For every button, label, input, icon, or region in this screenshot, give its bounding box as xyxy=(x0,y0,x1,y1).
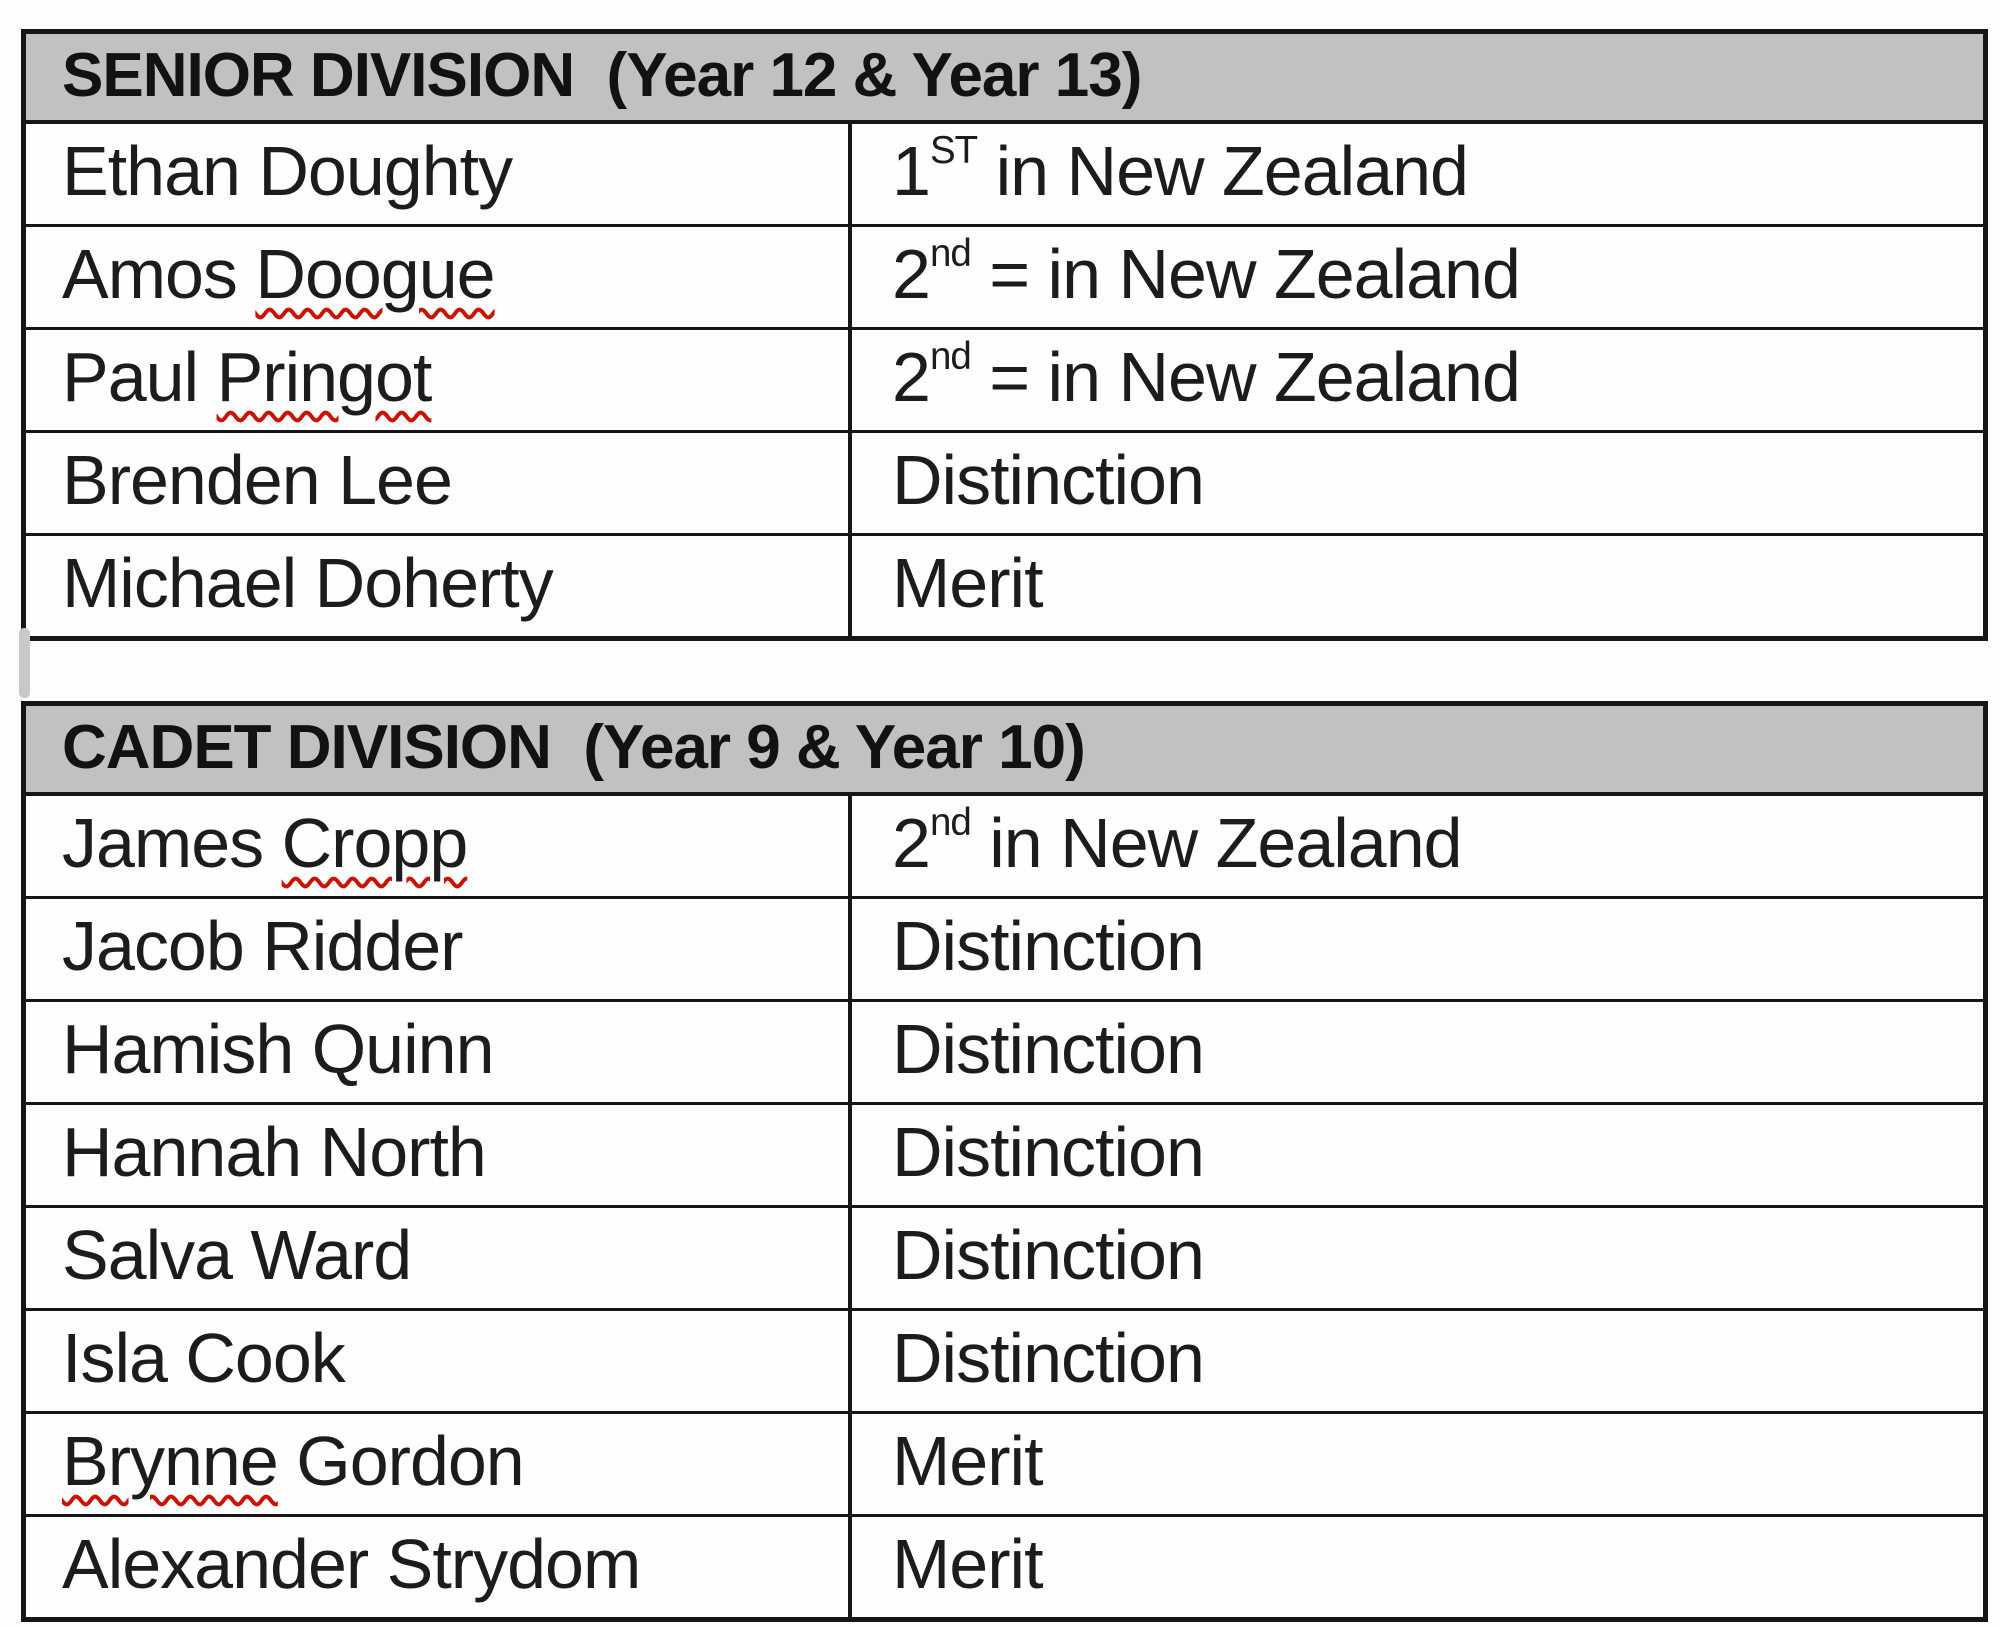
text-segment: Distinction xyxy=(892,1216,1205,1294)
student-name-cell: Brynne Gordon xyxy=(26,1414,852,1514)
text-segment: 2 xyxy=(892,804,931,882)
cadet-division-table: CADET DIVISION (Year 9 & Year 10) James … xyxy=(21,701,1988,1622)
student-name-cell: James Cropp xyxy=(26,796,852,896)
student-name-cell: Salva Ward xyxy=(26,1208,852,1308)
text-segment: 2 xyxy=(892,235,931,313)
result-cell: Merit xyxy=(852,1414,1983,1514)
result-cell: Distinction xyxy=(852,1311,1983,1411)
student-name-cell: Hamish Quinn xyxy=(26,1002,852,1102)
student-name-cell: Ethan Doughty xyxy=(26,124,852,224)
misspelled-word: Cropp xyxy=(281,804,469,882)
student-name-cell: Hannah North xyxy=(26,1105,852,1205)
text-segment: Distinction xyxy=(892,441,1205,519)
student-name-cell: Paul Pringot xyxy=(26,330,852,430)
table-row: Salva Ward Distinction xyxy=(26,1208,1983,1311)
table-row: Isla Cook Distinction xyxy=(26,1311,1983,1414)
table-row: Brynne Gordon Merit xyxy=(26,1414,1983,1517)
misspelled-word: Pringot xyxy=(216,338,433,416)
table-row: Michael Doherty Merit xyxy=(26,536,1983,636)
result-cell: Merit xyxy=(852,1517,1983,1617)
text-segment: Merit xyxy=(892,1525,1044,1603)
text-segment: James xyxy=(62,804,282,882)
text-segment: Jacob Ridder xyxy=(62,907,463,985)
text-segment: Distinction xyxy=(892,907,1205,985)
senior-division-title: SENIOR DIVISION (Year 12 & Year 13) xyxy=(26,34,1983,124)
student-name-cell: Brenden Lee xyxy=(26,433,852,533)
text-segment: = in New Zealand xyxy=(970,338,1521,416)
text-segment: Merit xyxy=(892,1422,1044,1500)
text-segment: Distinction xyxy=(892,1010,1205,1088)
result-cell: 1 ST in New Zealand xyxy=(852,124,1983,224)
text-segment: Distinction xyxy=(892,1319,1205,1397)
misspelled-word: Brynne xyxy=(62,1422,279,1500)
cadet-division-title: CADET DIVISION (Year 9 & Year 10) xyxy=(26,706,1983,796)
text-segment: Hamish Quinn xyxy=(62,1010,495,1088)
text-segment: 2 xyxy=(892,338,931,416)
result-cell: Distinction xyxy=(852,899,1983,999)
student-name-cell: Alexander Strydom xyxy=(26,1517,852,1617)
table-row: Hannah North Distinction xyxy=(26,1105,1983,1208)
text-segment: Brenden Lee xyxy=(62,441,453,519)
table-body: Ethan Doughty 1 ST in New Zealand Amos Doog… xyxy=(26,124,1983,636)
table-row: Ethan Doughty 1 ST in New Zealand xyxy=(26,124,1983,227)
ordinal-suffix: ST xyxy=(929,128,978,172)
text-segment: Ethan Doughty xyxy=(62,132,513,210)
table-row: Jacob Ridder Distinction xyxy=(26,899,1983,1002)
text-segment: Gordon xyxy=(277,1422,524,1500)
text-segment: Hannah North xyxy=(62,1113,487,1191)
senior-division-table: SENIOR DIVISION (Year 12 & Year 13) Etha… xyxy=(21,29,1988,641)
student-name-cell: Amos Doogue xyxy=(26,227,852,327)
result-cell: Distinction xyxy=(852,1208,1983,1308)
ordinal-suffix: nd xyxy=(929,231,972,275)
text-segment: Distinction xyxy=(892,1113,1205,1191)
text-segment: Merit xyxy=(892,544,1044,622)
student-name-cell: Jacob Ridder xyxy=(26,899,852,999)
misspelled-word: Doogue xyxy=(255,235,495,313)
text-segment: Amos xyxy=(62,235,256,313)
result-cell: Distinction xyxy=(852,433,1983,533)
page-margin-artifact xyxy=(19,628,30,698)
table-row: Hamish Quinn Distinction xyxy=(26,1002,1983,1105)
ordinal-suffix: nd xyxy=(929,334,972,378)
result-cell: Merit xyxy=(852,536,1983,636)
table-row: Brenden Lee Distinction xyxy=(26,433,1983,536)
text-segment: = in New Zealand xyxy=(970,235,1521,313)
text-segment: Isla Cook xyxy=(62,1319,346,1397)
ordinal-suffix: nd xyxy=(929,800,972,844)
text-segment: 1 xyxy=(892,132,931,210)
result-cell: Distinction xyxy=(852,1002,1983,1102)
text-segment: Paul xyxy=(62,338,217,416)
student-name-cell: Michael Doherty xyxy=(26,536,852,636)
text-segment: Michael Doherty xyxy=(62,544,554,622)
text-segment: in New Zealand xyxy=(970,804,1462,882)
text-segment: Alexander Strydom xyxy=(62,1525,641,1603)
table-row: Alexander Strydom Merit xyxy=(26,1517,1983,1617)
text-segment: Salva Ward xyxy=(62,1216,412,1294)
result-cell: Distinction xyxy=(852,1105,1983,1205)
student-name-cell: Isla Cook xyxy=(26,1311,852,1411)
text-segment: in New Zealand xyxy=(977,132,1469,210)
